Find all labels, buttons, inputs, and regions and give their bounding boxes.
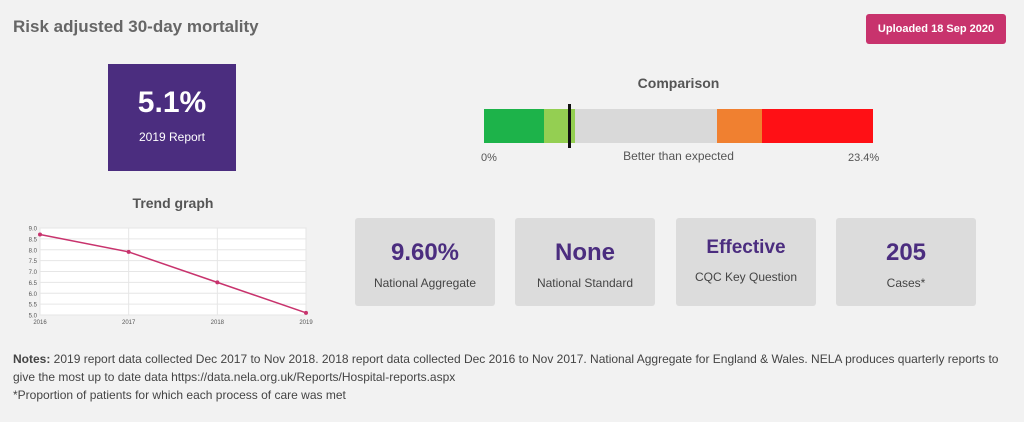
comparison-segment-red: [762, 109, 873, 143]
stat-value-national-aggregate: 9.60%: [390, 239, 460, 266]
trend-y-tick-label: 7.5: [29, 259, 38, 265]
report-label: 2019 Report: [138, 130, 206, 144]
comparison-segment-grey: [575, 109, 717, 143]
stat-label-cases: Cases*: [886, 276, 926, 290]
stat-value-national-standard: None: [555, 239, 615, 266]
comparison-min-label: 0%: [481, 152, 497, 164]
trend-y-tick-label: 9.0: [29, 227, 38, 233]
comparison-status-label: Better than expected: [623, 149, 734, 163]
comparison-marker: [568, 104, 571, 148]
trend-data-point: [215, 280, 220, 285]
comparison-segment-orange: [717, 109, 762, 143]
trend-x-tick-label: 2019: [299, 320, 313, 326]
comparison-segment-dark-green: [484, 109, 544, 143]
upload-date-badge: Uploaded 18 Sep 2020: [866, 14, 1006, 44]
comparison-bar: [484, 109, 873, 143]
trend-series-line: [39, 233, 307, 314]
trend-y-tick-label: 6.0: [29, 292, 38, 298]
trend-y-tick-label: 7.0: [29, 270, 38, 276]
trend-y-tick-label: 5.0: [29, 314, 38, 320]
notes-heading: Notes:: [13, 352, 51, 366]
trend-data-point: [38, 232, 42, 237]
report-value: 5.1%: [137, 86, 207, 119]
notes-text: 2019 report data collected Dec 2017 to N…: [13, 352, 999, 384]
trend-x-tick-label: 2016: [33, 320, 47, 326]
notes-section: Notes: 2019 report data collected Dec 20…: [13, 350, 1013, 404]
stat-card-national-standard: None National Standard: [515, 218, 655, 306]
trend-y-tick-label: 8.5: [29, 237, 38, 243]
stat-card-cqc-key-question: Effective CQC Key Question: [676, 218, 816, 306]
stat-value-cases: 205: [885, 239, 927, 266]
trend-y-tick-label: 6.5: [29, 281, 38, 287]
notes-footnote: *Proportion of patients for which each p…: [13, 388, 346, 402]
trend-x-tick-label: 2018: [211, 320, 225, 326]
stat-card-cases: 205 Cases*: [836, 218, 976, 306]
trend-y-tick-label: 8.0: [29, 248, 38, 254]
page-title: Risk adjusted 30-day mortality: [13, 17, 259, 36]
trend-x-tick-label: 2017: [122, 320, 136, 326]
stat-label-national-aggregate: National Aggregate: [373, 276, 477, 290]
stat-card-national-aggregate: 9.60% National Aggregate: [355, 218, 495, 306]
trend-data-point: [304, 310, 308, 315]
trend-y-tick-label: 5.5: [29, 303, 38, 309]
stat-label-national-standard: National Standard: [536, 276, 634, 290]
report-value-card: 5.1% 2019 Report: [108, 64, 236, 171]
trend-graph-title: Trend graph: [132, 195, 214, 211]
stat-label-cqc-key-question: CQC Key Question: [694, 270, 798, 284]
comparison-max-label: 23.4%: [848, 152, 880, 164]
stat-value-cqc-key-question: Effective: [706, 237, 786, 258]
comparison-title: Comparison: [637, 75, 720, 91]
trend-data-point: [126, 249, 131, 254]
